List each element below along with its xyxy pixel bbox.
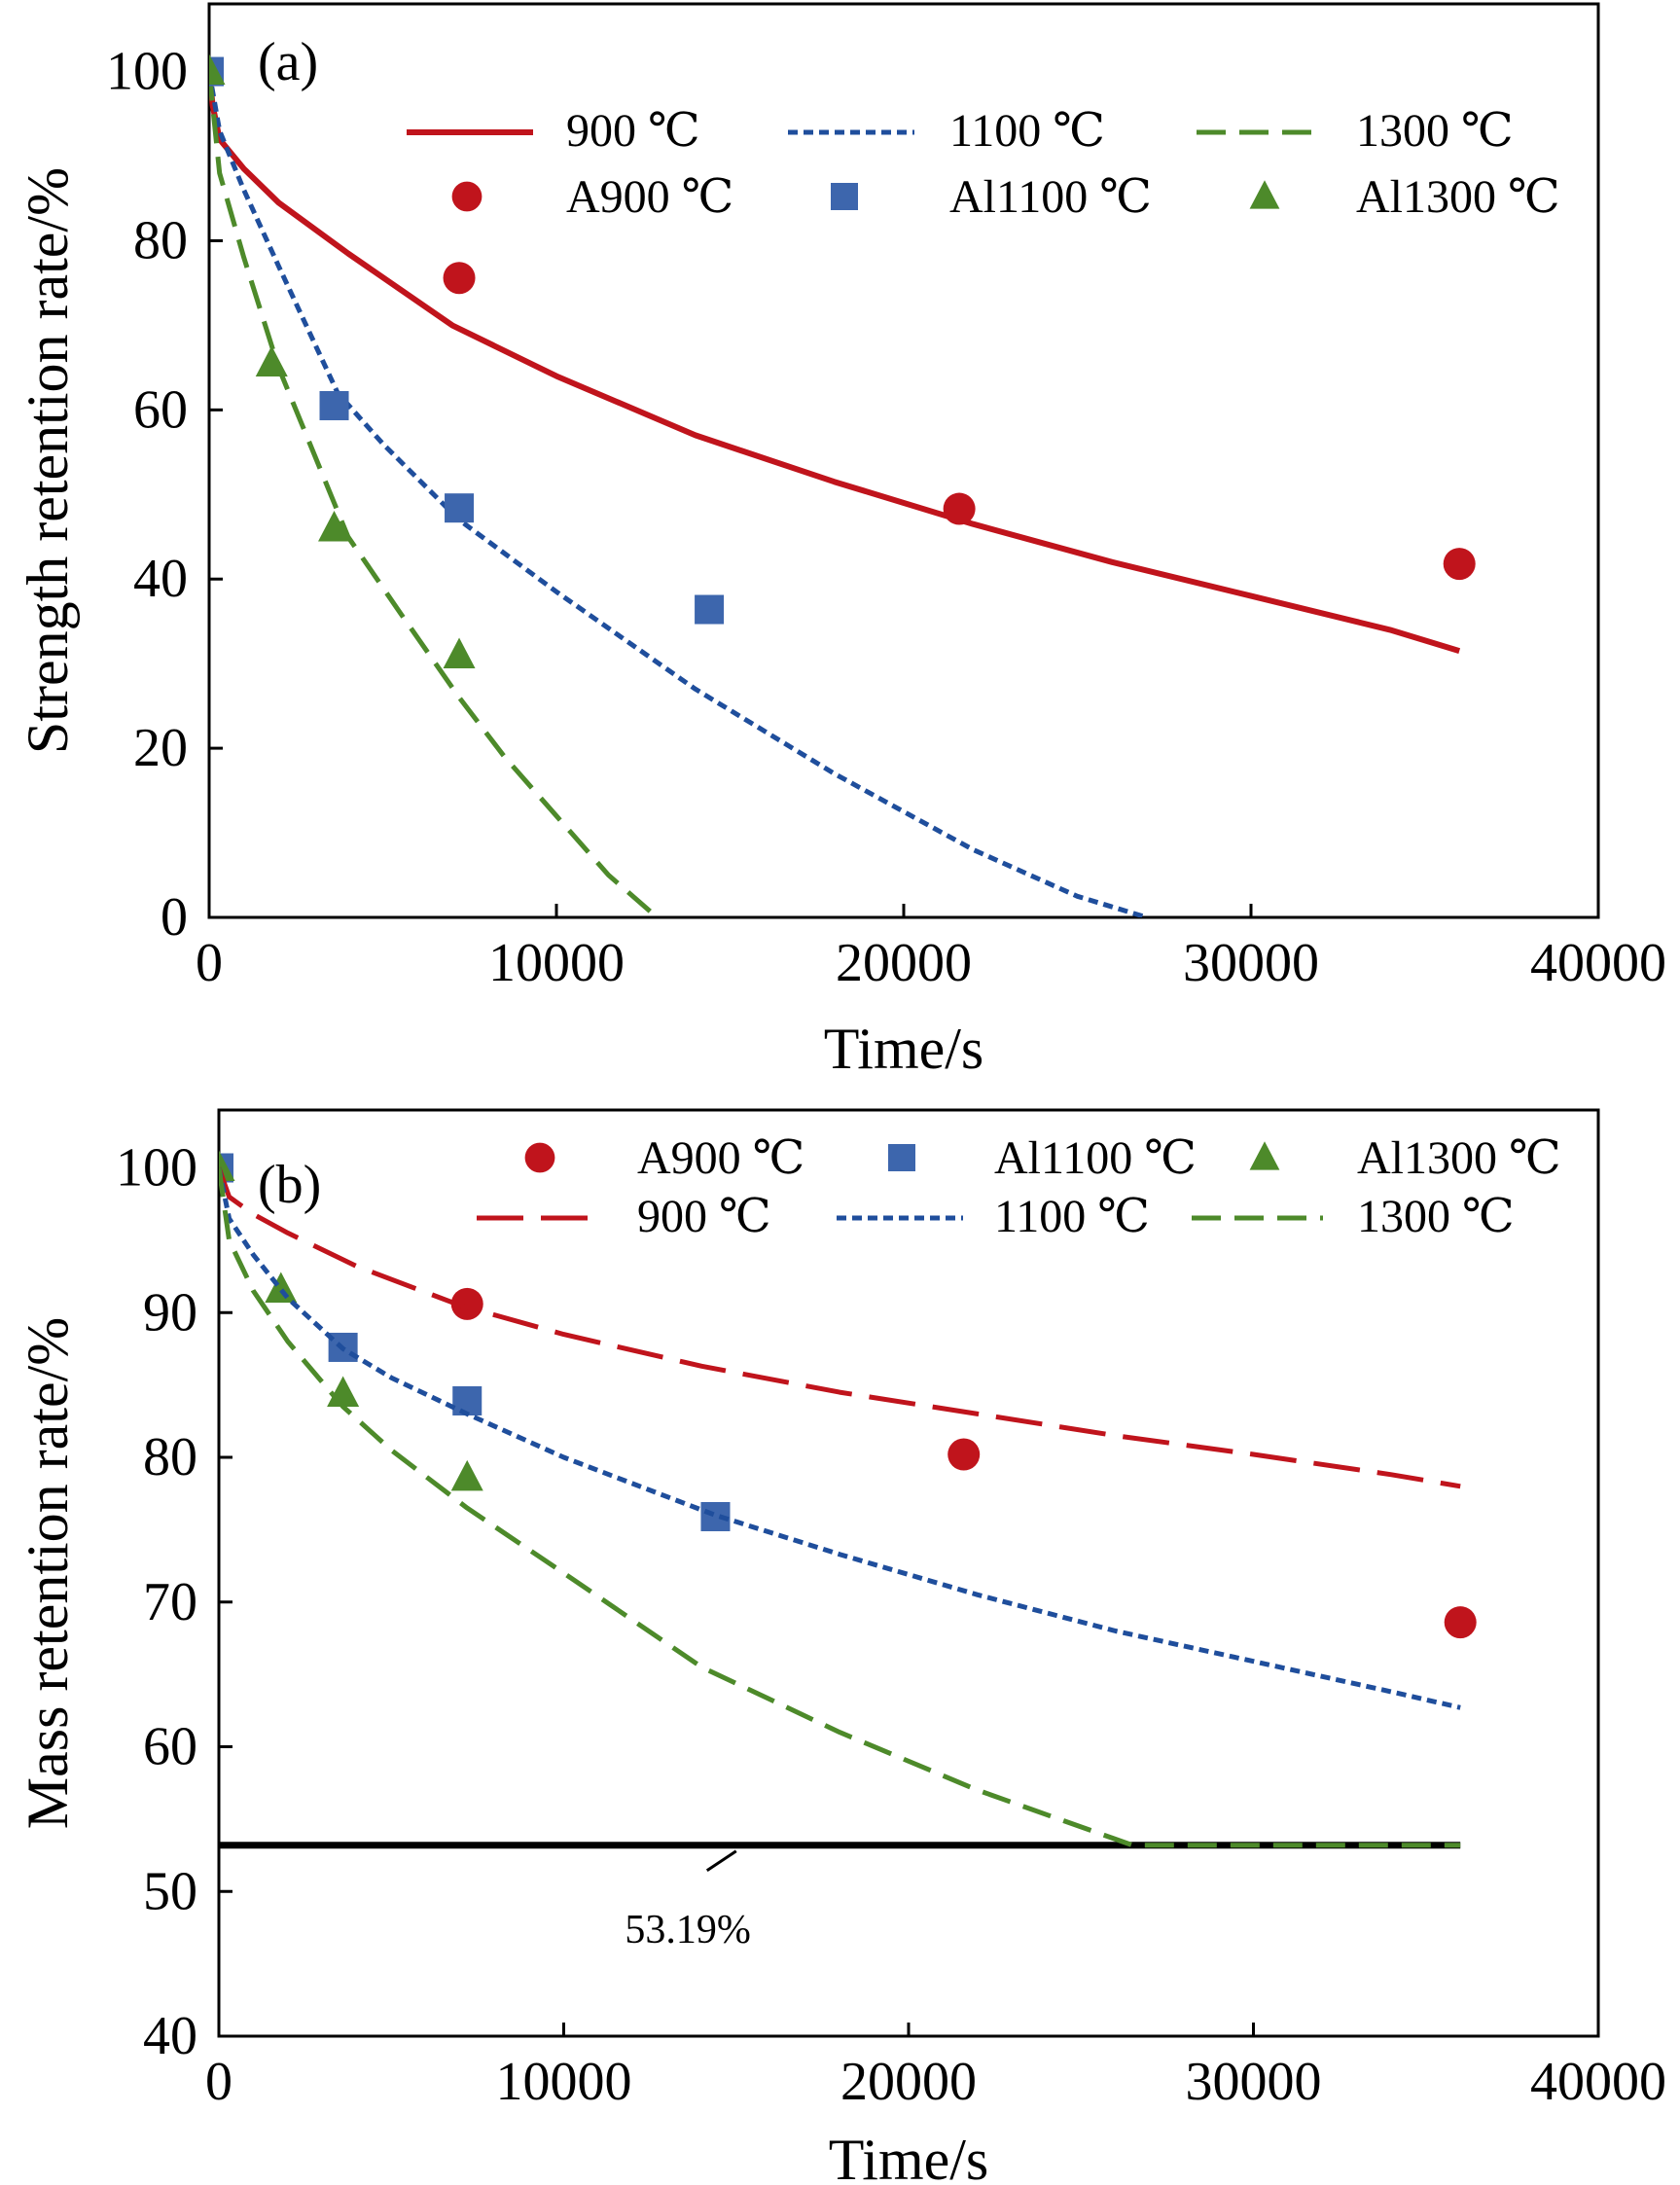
x-tick-label: 10000 xyxy=(496,2052,632,2112)
series-line xyxy=(209,71,660,917)
legend-swatch-marker xyxy=(451,181,483,212)
y-tick-label: 40 xyxy=(143,2006,197,2066)
series-line xyxy=(209,71,1461,654)
legend-swatch-marker xyxy=(524,1142,555,1173)
data-point xyxy=(443,262,476,295)
x-axis-title: Time/s xyxy=(829,2128,989,2185)
y-axis-title: Mass retention rate/% xyxy=(16,1317,80,1830)
series-line xyxy=(219,1167,1461,1710)
data-point xyxy=(947,1438,981,1471)
x-tick-label: 20000 xyxy=(836,933,972,993)
plot-frame xyxy=(217,1108,1600,2038)
legend-label: 1300 ℃ xyxy=(1357,1191,1515,1242)
x-tick-label: 40000 xyxy=(1530,933,1666,993)
data-point xyxy=(209,54,226,86)
panel-label: (b) xyxy=(258,1155,321,1215)
reference-line-label: 53.19% xyxy=(625,1908,751,1952)
y-tick-label: 0 xyxy=(161,887,188,948)
x-tick-label: 20000 xyxy=(840,2052,977,2112)
legend-label: 900 ℃ xyxy=(566,105,700,157)
x-tick-label: 0 xyxy=(196,933,223,993)
legend-label: Al1300 ℃ xyxy=(1356,171,1560,223)
y-tick-label: 60 xyxy=(143,1717,197,1777)
y-tick-label: 90 xyxy=(143,1282,197,1343)
y-tick-label: 40 xyxy=(133,549,188,609)
series-line xyxy=(219,1167,1461,1848)
x-tick-label: 10000 xyxy=(488,933,625,993)
y-tick-label: 80 xyxy=(143,1427,197,1487)
legend-label: A900 ℃ xyxy=(637,1132,804,1184)
y-axis-title: Strength retention rate/% xyxy=(16,167,80,754)
y-tick-label: 70 xyxy=(143,1572,197,1632)
y-tick-label: 100 xyxy=(116,1138,197,1199)
panel-a-chart: 0 10000 20000 30000 40000 0 20 40 60 80 100 Time/s S… xyxy=(16,2,1666,1081)
data-point xyxy=(445,493,475,523)
x-tick-label: 0 xyxy=(205,2052,232,2112)
data-point xyxy=(450,1459,483,1491)
series-line xyxy=(219,1166,1461,1489)
y-tick-label: 60 xyxy=(133,379,188,440)
x-tick-label: 40000 xyxy=(1530,2052,1666,2112)
data-point xyxy=(265,1272,298,1303)
panel-label: (a) xyxy=(258,32,318,92)
y-tick-label: 20 xyxy=(133,718,188,778)
plot-area xyxy=(209,54,1476,917)
panel-b-chart: 0 10000 20000 30000 40000 40 50 60 70 80 90 100 Time… xyxy=(16,1108,1666,2185)
data-point xyxy=(695,594,725,625)
legend-label: Al1100 ℃ xyxy=(994,1132,1197,1184)
legend-label: Al1100 ℃ xyxy=(949,171,1152,223)
legend-swatch-marker xyxy=(1249,1141,1280,1170)
x-axis-title: Time/s xyxy=(824,1017,984,1081)
legend-label: 900 ℃ xyxy=(637,1191,771,1242)
plot-area xyxy=(219,1150,1477,1849)
data-point xyxy=(319,390,349,420)
legend-swatch-marker xyxy=(888,1144,915,1171)
data-point xyxy=(452,1385,483,1415)
data-point xyxy=(943,492,976,525)
legend-swatch-marker xyxy=(831,183,858,210)
y-tick-label: 50 xyxy=(143,1861,197,1921)
y-tick-label: 100 xyxy=(106,42,188,102)
legend-label: 1100 ℃ xyxy=(994,1191,1150,1242)
x-tick-label: 30000 xyxy=(1186,2052,1322,2112)
x-tick-label: 30000 xyxy=(1183,933,1319,993)
legend-label: 1300 ℃ xyxy=(1356,105,1514,157)
data-point xyxy=(443,637,476,668)
legend-label: A900 ℃ xyxy=(566,171,733,223)
data-point xyxy=(255,345,288,377)
data-point xyxy=(1443,548,1476,581)
data-point xyxy=(318,511,351,542)
legend-label: Al1300 ℃ xyxy=(1357,1132,1561,1184)
legend-label: 1100 ℃ xyxy=(949,105,1105,157)
legend-swatch-marker xyxy=(1249,180,1280,209)
data-point xyxy=(1444,1606,1477,1639)
reference-pointer xyxy=(705,1849,737,1873)
y-tick-label: 80 xyxy=(133,210,188,270)
